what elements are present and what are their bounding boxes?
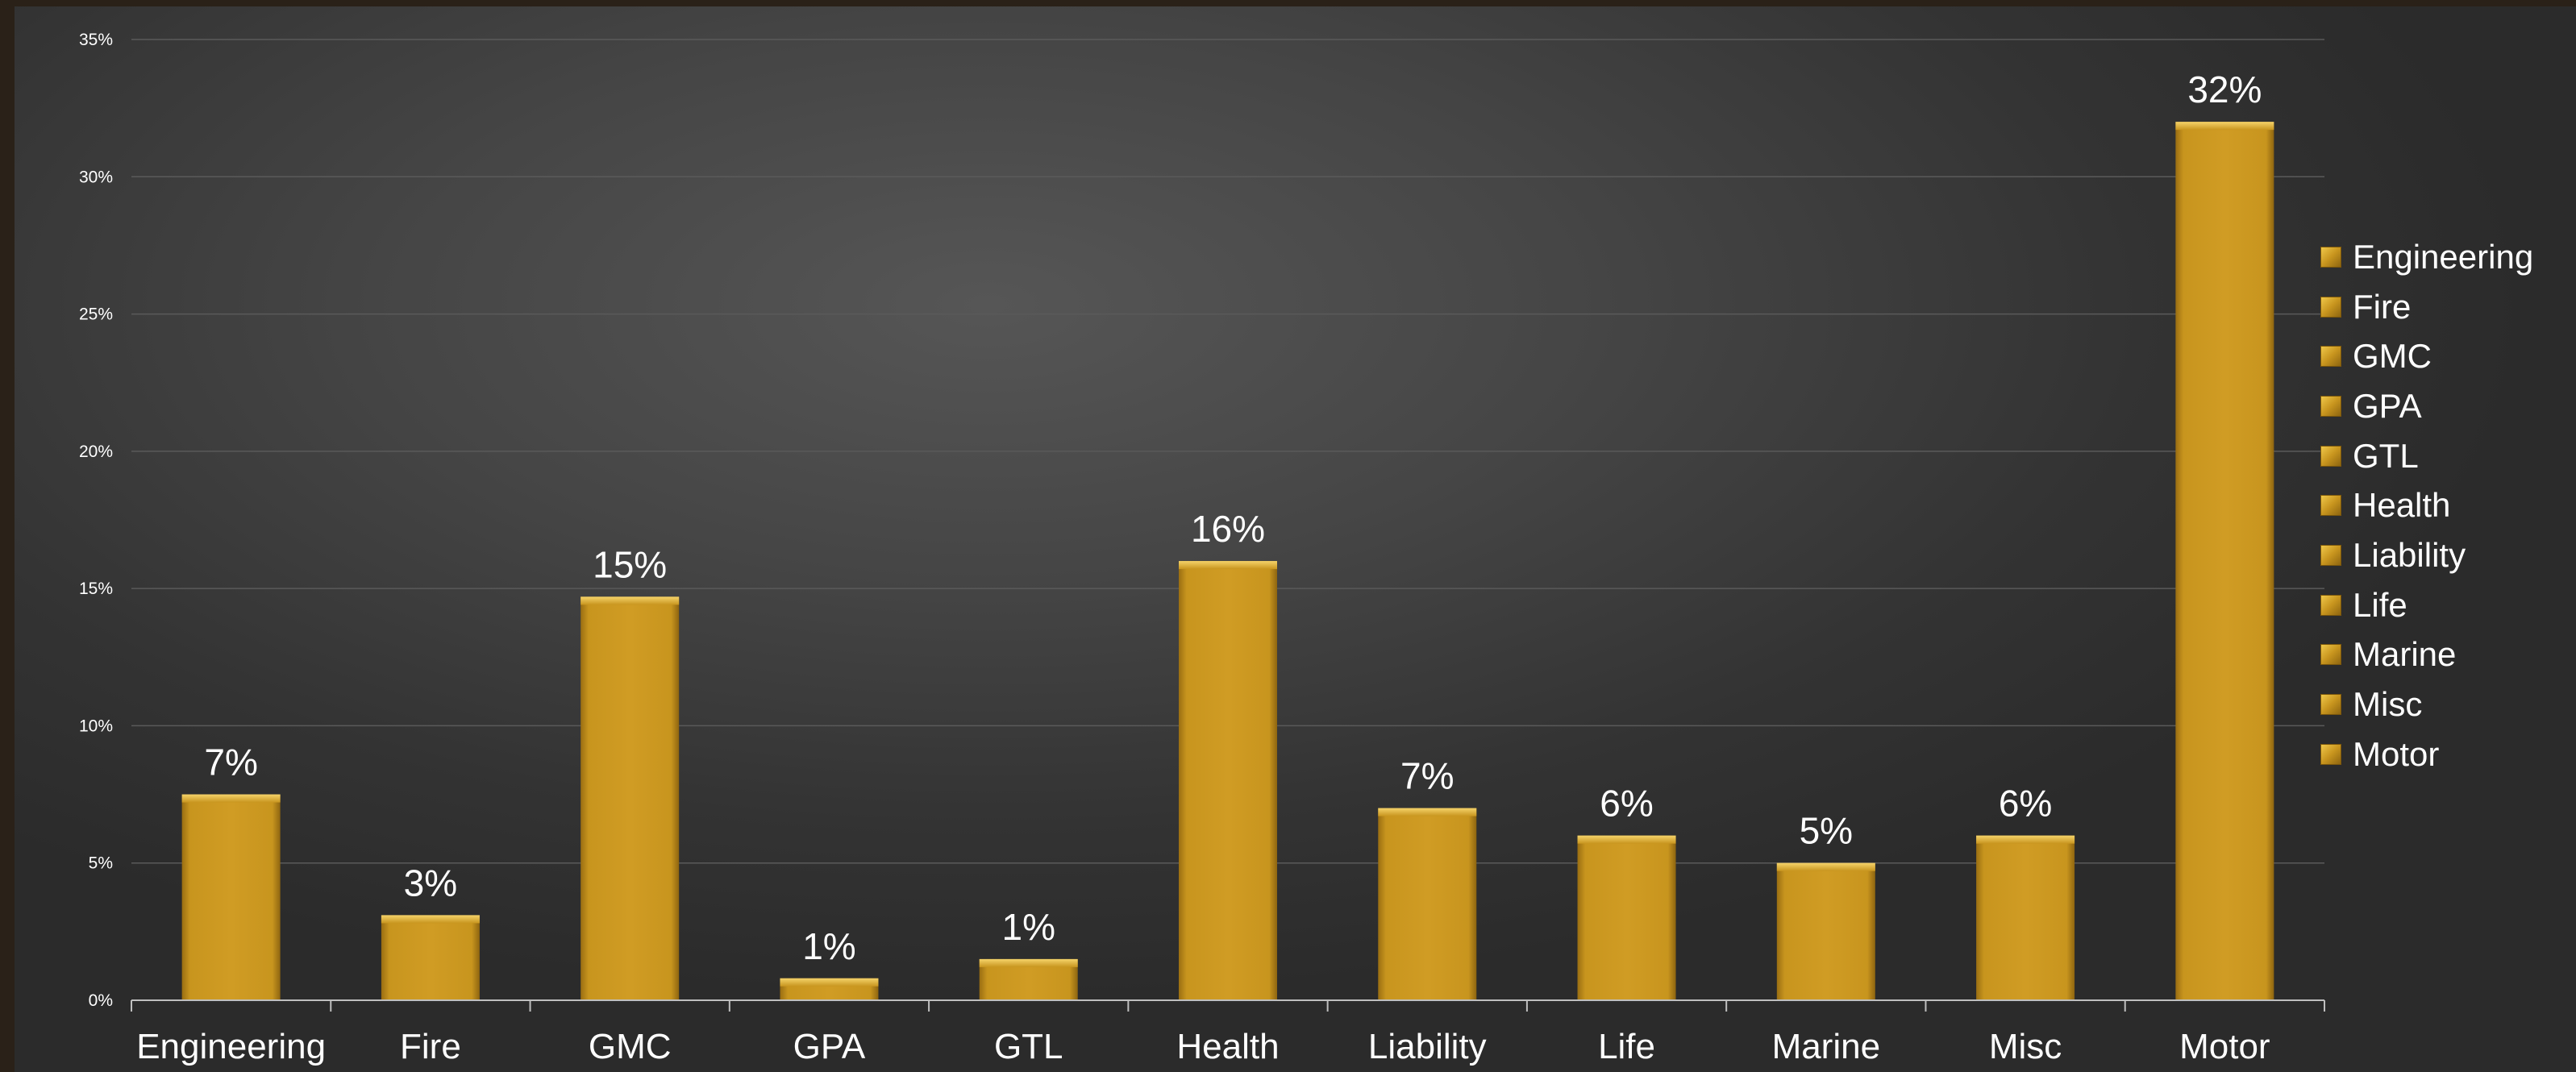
bar-cap <box>581 596 680 605</box>
bar <box>1378 808 1477 1000</box>
legend-label: GPA <box>2353 386 2422 425</box>
bar <box>181 794 281 1000</box>
legend-item: Motor <box>2320 729 2533 779</box>
bar <box>2175 122 2274 1001</box>
legend-label: Fire <box>2353 287 2412 326</box>
bar-cap <box>1776 862 1875 871</box>
data-label: 7% <box>1400 755 1454 797</box>
data-label: 16% <box>1191 508 1265 550</box>
y-tick-label: 30% <box>79 168 113 186</box>
legend-label: Liability <box>2353 535 2466 574</box>
legend-swatch <box>2320 495 2341 517</box>
bar-cap <box>381 915 480 924</box>
legend-item: GMC <box>2320 331 2533 381</box>
bar <box>1976 835 2075 1000</box>
bar <box>381 915 480 1000</box>
y-tick-label: 0% <box>89 991 113 1010</box>
legend-label: Life <box>2353 585 2407 624</box>
bar-cap <box>1976 835 2075 844</box>
chart-legend: Engineering Fire GMC GPA GTL Health Liability L… <box>2320 232 2533 779</box>
bar-chart: 7% 3% 15% 1% 1% 16% 7% 6% 5% 6% 32% 0% 5% 10% 15% 20% 2… <box>79 31 2325 1066</box>
bar <box>1776 862 1875 1000</box>
data-label: 32% <box>2187 69 2262 110</box>
y-tick-label: 15% <box>79 580 113 598</box>
legend-swatch <box>2320 246 2341 268</box>
legend-label: GMC <box>2353 337 2432 376</box>
x-tick-label: Health <box>1176 1027 1279 1066</box>
x-tick-label: Misc <box>1989 1027 2062 1066</box>
legend-swatch <box>2320 743 2341 765</box>
legend-swatch <box>2320 544 2341 566</box>
chart-frame: 7% 3% 15% 1% 1% 16% 7% 6% 5% 6% 32% 0% 5% 10% 15% 20% 2… <box>15 6 2576 1072</box>
x-tick-label: GMC <box>589 1027 672 1066</box>
data-label: 1% <box>802 925 855 967</box>
bar-cap <box>1378 808 1477 816</box>
y-tick-label: 25% <box>79 305 113 324</box>
bar <box>581 596 680 1000</box>
data-label: 7% <box>204 742 257 783</box>
x-tick-label: Motor <box>2179 1027 2270 1066</box>
x-tick-label: Liability <box>1368 1027 1487 1066</box>
legend-swatch <box>2320 346 2341 368</box>
x-tick-label: Life <box>1598 1027 1655 1066</box>
legend-item: Health <box>2320 480 2533 530</box>
data-label: 3% <box>404 862 457 904</box>
legend-swatch <box>2320 594 2341 616</box>
legend-label: Engineering <box>2353 237 2534 276</box>
legend-item: Life <box>2320 580 2533 630</box>
bar-cap <box>979 958 1078 967</box>
legend-swatch <box>2320 445 2341 467</box>
bar-cap <box>1577 835 1676 844</box>
bar-cap <box>1179 561 1277 570</box>
legend-swatch <box>2320 395 2341 417</box>
bar-cap <box>780 978 879 987</box>
legend-item: GPA <box>2320 381 2533 431</box>
legend-swatch <box>2320 296 2341 318</box>
y-tick-label: 35% <box>79 31 113 49</box>
data-label: 15% <box>593 543 667 585</box>
bar <box>1577 835 1676 1000</box>
x-tick-label: Engineering <box>136 1027 326 1066</box>
y-tick-label: 5% <box>89 854 113 873</box>
data-label: 1% <box>1001 906 1055 948</box>
bar-cap <box>2175 122 2274 131</box>
legend-item: Fire <box>2320 282 2533 332</box>
data-label: 6% <box>1600 783 1653 825</box>
x-tick-label: Fire <box>400 1027 461 1066</box>
legend-label: Misc <box>2353 685 2423 724</box>
x-tick-label: GPA <box>793 1027 866 1066</box>
legend-item: Marine <box>2320 630 2533 680</box>
bar-cap <box>181 794 281 803</box>
legend-item: Engineering <box>2320 232 2533 282</box>
y-tick-label: 10% <box>79 717 113 735</box>
legend-label: Motor <box>2353 734 2440 773</box>
data-label: 5% <box>1800 810 1853 852</box>
x-tick-label: Marine <box>1772 1027 1881 1066</box>
bar <box>1179 561 1277 1000</box>
legend-item: Misc <box>2320 679 2533 729</box>
legend-label: GTL <box>2353 436 2419 475</box>
data-label: 6% <box>1999 783 2052 825</box>
y-tick-label: 20% <box>79 443 113 461</box>
legend-label: Marine <box>2353 635 2457 674</box>
x-tick-label: GTL <box>994 1027 1063 1066</box>
legend-label: Health <box>2353 486 2451 525</box>
legend-swatch <box>2320 694 2341 716</box>
legend-swatch <box>2320 644 2341 666</box>
legend-item: Liability <box>2320 530 2533 580</box>
legend-item: GTL <box>2320 431 2533 481</box>
